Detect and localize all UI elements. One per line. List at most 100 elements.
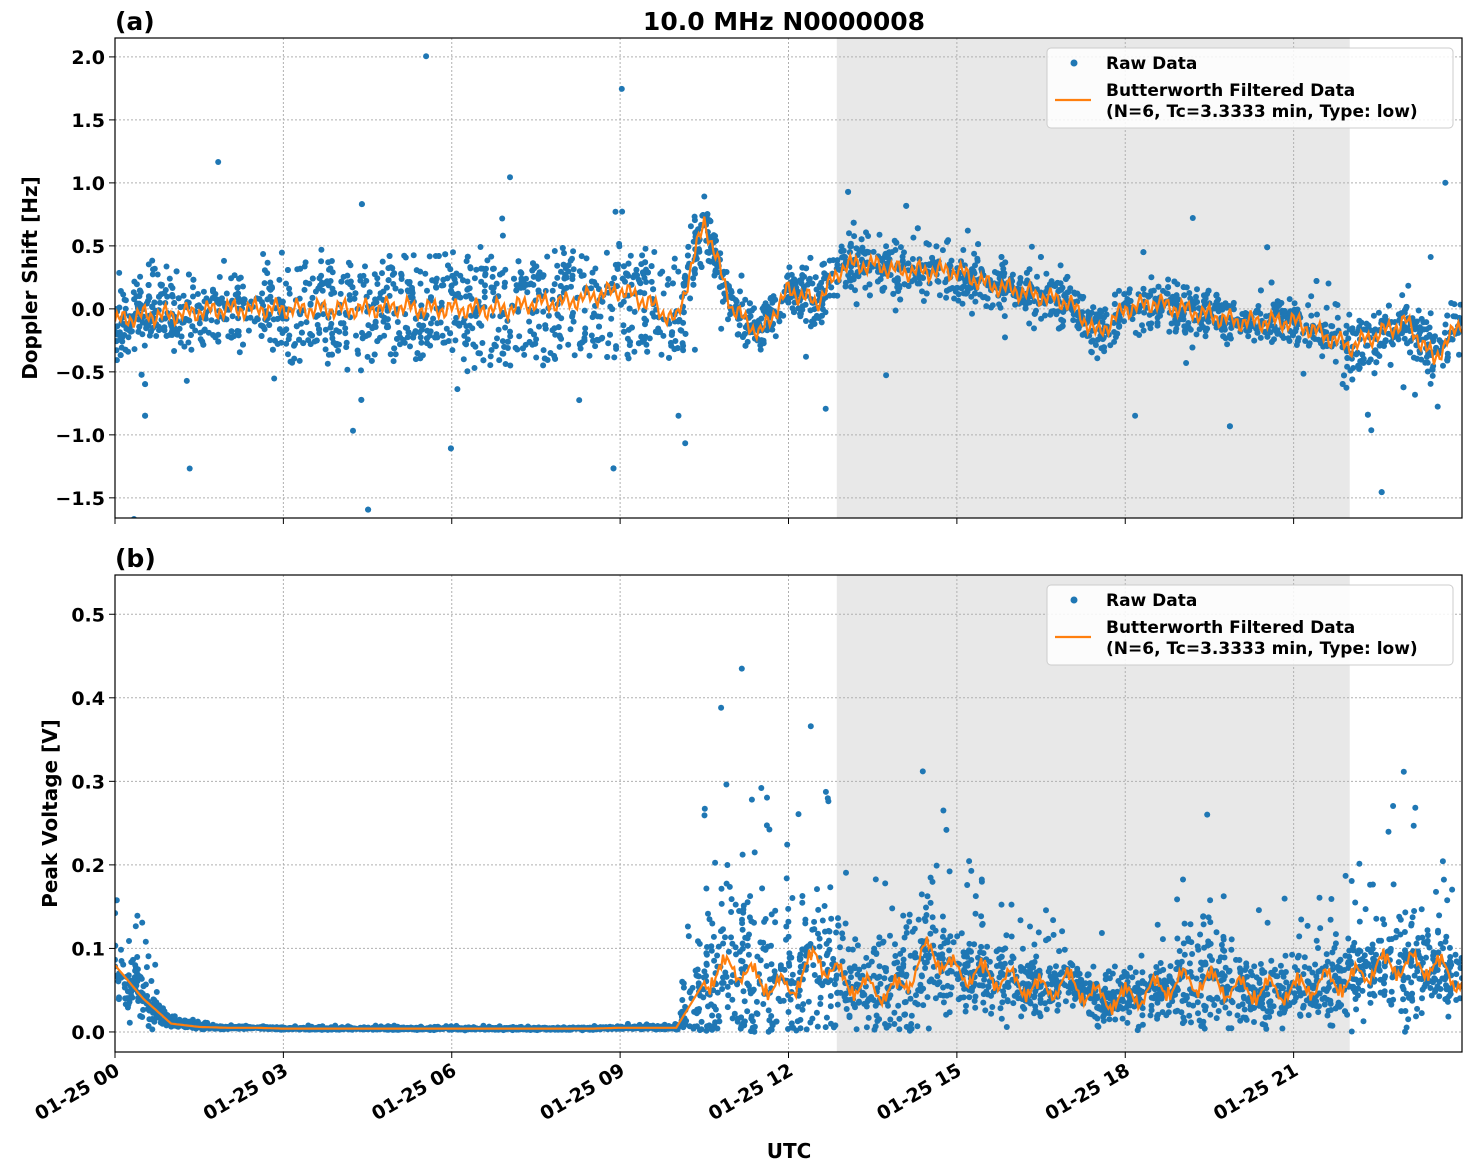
raw-data-point: [1412, 391, 1418, 398]
raw-data-point: [620, 263, 627, 270]
raw-data-point: [616, 240, 623, 247]
raw-data-point: [1072, 290, 1079, 297]
raw-data-point: [449, 347, 456, 354]
raw-data-point: [477, 350, 483, 357]
raw-data-point: [140, 1006, 147, 1013]
raw-data-point: [405, 288, 412, 295]
raw-data-point: [200, 288, 207, 295]
raw-data-point: [1125, 289, 1132, 296]
raw-data-point: [392, 351, 399, 358]
raw-data-point: [135, 328, 142, 335]
raw-data-point: [680, 347, 687, 354]
raw-data-point: [318, 246, 325, 253]
raw-data-point: [680, 280, 687, 287]
raw-data-point: [1433, 888, 1439, 895]
raw-data-point: [1251, 337, 1258, 344]
raw-data-point: [785, 918, 792, 925]
raw-data-point: [686, 989, 693, 996]
raw-data-point: [858, 236, 865, 243]
raw-data-point: [964, 949, 971, 956]
raw-data-point: [760, 1001, 767, 1007]
raw-data-point: [1407, 349, 1414, 356]
raw-data-point: [796, 277, 803, 284]
raw-data-point: [680, 309, 687, 316]
raw-data-point: [168, 282, 174, 289]
raw-data-point: [453, 314, 460, 321]
raw-data-point: [1372, 326, 1379, 333]
raw-data-point: [1197, 966, 1204, 973]
raw-data-point: [608, 280, 615, 287]
raw-data-point: [651, 313, 658, 320]
raw-data-point: [876, 231, 883, 238]
raw-data-point: [1176, 948, 1183, 954]
raw-data-point: [839, 930, 846, 937]
raw-data-point: [972, 298, 979, 305]
raw-data-point: [261, 280, 268, 287]
raw-data-point: [342, 330, 349, 337]
raw-data-point: [804, 281, 811, 288]
raw-data-point: [578, 253, 585, 260]
raw-data-point: [1254, 329, 1261, 336]
raw-data-point: [1204, 811, 1211, 818]
raw-data-point: [1400, 325, 1407, 332]
raw-data-point: [1377, 976, 1384, 983]
raw-data-point: [1422, 359, 1429, 366]
raw-data-point: [961, 985, 968, 992]
raw-data-point: [1165, 276, 1172, 283]
raw-data-point: [545, 312, 552, 319]
raw-data-point: [795, 811, 802, 818]
raw-data-point: [1193, 293, 1199, 300]
raw-data-point: [424, 340, 430, 347]
raw-data-point: [526, 318, 533, 325]
raw-data-point: [372, 319, 379, 326]
raw-data-point: [329, 351, 335, 358]
raw-data-point: [1286, 296, 1293, 303]
raw-data-point: [214, 318, 221, 325]
raw-data-point: [1215, 1008, 1222, 1014]
raw-data-point: [848, 243, 854, 250]
raw-data-point: [816, 935, 823, 942]
raw-data-point: [1129, 316, 1136, 323]
raw-data-point: [672, 338, 679, 344]
raw-data-point: [452, 337, 459, 344]
raw-data-point: [1050, 917, 1057, 924]
raw-data-point: [392, 285, 399, 292]
raw-data-point: [133, 281, 140, 288]
raw-data-point: [1364, 342, 1371, 349]
raw-data-point: [394, 319, 401, 325]
raw-data-point: [497, 271, 503, 278]
raw-data-point: [407, 294, 414, 301]
raw-data-point: [507, 333, 514, 340]
raw-data-point: [641, 315, 648, 322]
raw-data-point: [1414, 355, 1420, 362]
y-axis-label: Doppler Shift [Hz]: [18, 176, 42, 380]
raw-data-point: [490, 289, 497, 296]
raw-data-point: [373, 299, 380, 306]
y-tick-label: −1.0: [55, 425, 105, 447]
raw-data-point: [145, 282, 152, 288]
raw-data-point: [1376, 353, 1383, 359]
raw-data-point: [1174, 935, 1181, 942]
raw-data-point: [691, 346, 698, 353]
raw-data-point: [984, 295, 991, 302]
raw-data-point: [433, 331, 440, 338]
raw-data-point: [150, 266, 157, 273]
raw-data-point: [115, 328, 119, 335]
raw-data-point: [999, 270, 1006, 277]
raw-data-point: [915, 916, 922, 923]
raw-data-point: [1112, 1016, 1119, 1023]
raw-data-point: [340, 320, 347, 327]
raw-data-point: [1154, 921, 1161, 928]
raw-data-point: [1094, 355, 1101, 362]
raw-data-point: [624, 351, 631, 358]
raw-data-point: [1300, 370, 1307, 377]
raw-data-point: [586, 352, 593, 359]
raw-data-point: [706, 217, 713, 224]
raw-data-point: [803, 353, 809, 360]
raw-data-point: [342, 325, 349, 332]
raw-data-point: [1312, 961, 1319, 968]
raw-data-point: [1378, 489, 1385, 496]
raw-data-point: [481, 288, 488, 295]
raw-data-point: [896, 282, 903, 289]
raw-data-point: [1047, 297, 1054, 304]
